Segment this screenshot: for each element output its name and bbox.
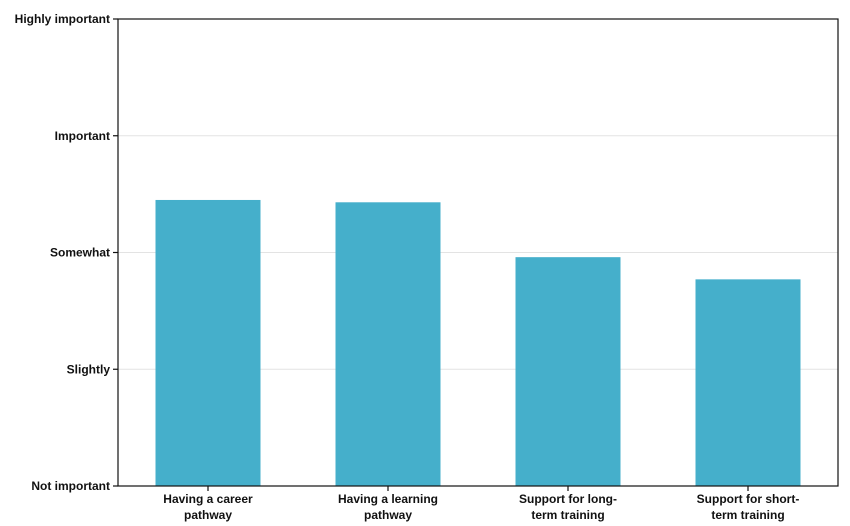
x-tick-label-line: pathway	[364, 508, 412, 522]
x-axis-ticks: Having a career pathway Having a learning p…	[163, 486, 799, 522]
x-tick-label-line: Having a career	[163, 492, 253, 506]
bar	[335, 202, 441, 487]
bar	[155, 199, 261, 486]
y-tick-label: Important	[55, 129, 110, 143]
x-tick-label-line: pathway	[184, 508, 232, 522]
x-tick-label-line: Support for short-	[697, 492, 800, 506]
bar	[695, 279, 801, 486]
x-tick-label: Support for long-term training	[519, 492, 617, 522]
y-tick-label: Highly important	[15, 12, 110, 26]
y-tick-label: Not important	[31, 479, 110, 493]
x-tick-label-line: term training	[531, 508, 604, 522]
y-axis-ticks: Not important Slightly Somewhat Important Hi…	[15, 12, 118, 493]
bar	[515, 257, 621, 486]
y-tick-label: Slightly	[67, 362, 111, 376]
bars	[155, 199, 801, 487]
x-tick-label: Having a learning pathway	[338, 492, 438, 522]
x-tick-label-line: term training	[711, 508, 784, 522]
y-tick-label: Somewhat	[50, 246, 110, 260]
x-tick-label-line: Support for long-	[519, 492, 617, 506]
x-tick-label-line: Having a learning	[338, 492, 438, 506]
x-tick-label: Support for short-term training	[697, 492, 800, 522]
x-tick-label: Having a career pathway	[163, 492, 253, 522]
